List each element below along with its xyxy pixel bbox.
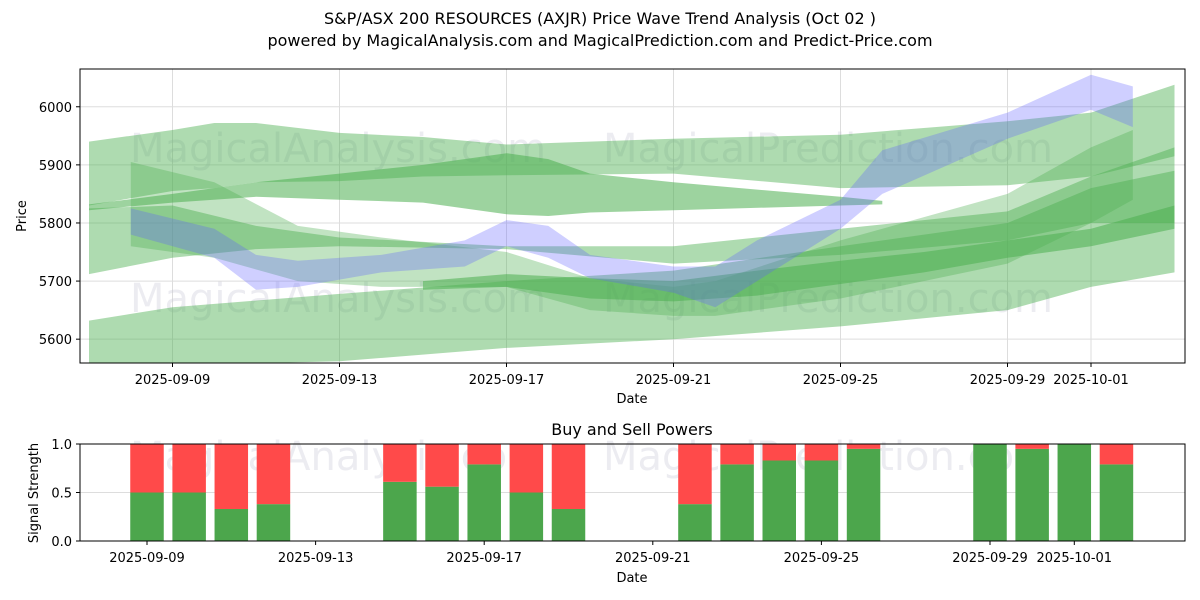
price-wave-bands [89, 74, 1175, 363]
sell-bar [509, 444, 544, 493]
y-tick-label: 1.0 [51, 438, 72, 453]
x-tick-label: 2025-09-29 [970, 373, 1046, 388]
buy-bar [846, 448, 881, 541]
y-tick-label: 5900 [39, 159, 72, 174]
x-tick-label: 2025-10-01 [1053, 373, 1129, 388]
sell-bar [804, 444, 839, 461]
sell-bar [1015, 444, 1049, 449]
buy-bar [804, 460, 839, 541]
price-y-axis-label: Price [15, 200, 30, 232]
x-tick-label: 2025-09-17 [469, 373, 545, 388]
sell-bar [214, 444, 249, 509]
wave-band-upper-wave-core [89, 153, 883, 216]
sell-bar [467, 444, 501, 465]
buy-bar [678, 504, 712, 541]
buy-bar [509, 492, 544, 541]
signal-bars [130, 444, 1134, 541]
signal-y-axis-label: Signal Strength [27, 443, 42, 543]
y-tick-label: 5600 [39, 333, 72, 348]
x-tick-label: 2025-09-21 [636, 373, 712, 388]
sell-bar [425, 444, 459, 487]
x-tick-label: 2025-09-21 [615, 551, 691, 566]
buy-bar [1099, 464, 1134, 541]
signal-y-axis: 0.0 0.5 1.0 [51, 438, 80, 550]
price-x-axis: 2025-09-09 2025-09-13 2025-09-17 2025-09-21… [135, 363, 1129, 388]
wave-band-lower-wave-core [423, 205, 1175, 302]
wave-band-price-wave-blue [130, 74, 1133, 308]
buy-bar [214, 508, 249, 541]
buy-bar [762, 460, 796, 541]
chart-subtitle: powered by MagicalAnalysis.com and Magic… [267, 31, 933, 50]
sell-bar [383, 444, 417, 482]
y-tick-label: 5700 [39, 275, 72, 290]
x-tick-label: 2025-09-09 [135, 373, 211, 388]
x-tick-label: 2025-09-13 [278, 551, 354, 566]
wave-band-mid-wave-wide [89, 147, 1175, 275]
signal-x-axis-label: Date [616, 571, 647, 586]
sell-bar [846, 444, 881, 449]
buy-bar [130, 492, 164, 541]
price-chart-grid [80, 69, 1185, 363]
buy-bar [256, 504, 291, 541]
y-tick-label: 0.0 [51, 535, 72, 550]
chart-title: S&P/ASX 200 RESOURCES (AXJR) Price Wave … [324, 9, 876, 28]
y-tick-label: 6000 [39, 101, 72, 116]
sell-bar [551, 444, 586, 509]
buy-bar [1057, 444, 1092, 541]
x-tick-label: 2025-09-13 [302, 373, 378, 388]
x-tick-label: 2025-09-29 [952, 551, 1028, 566]
sell-bar [762, 444, 796, 461]
x-tick-label: 2025-09-09 [109, 551, 185, 566]
x-tick-label: 2025-09-25 [803, 373, 879, 388]
sell-bar [172, 444, 206, 493]
signal-x-axis: 2025-09-09 2025-09-13 2025-09-17 2025-09-21… [109, 541, 1112, 566]
buy-bar [425, 486, 459, 541]
sell-bar [256, 444, 291, 505]
sell-bar [720, 444, 754, 465]
wave-band-wave-paths-green [130, 130, 1133, 316]
y-tick-label: 0.5 [51, 487, 72, 502]
sell-bar [678, 444, 712, 505]
buy-bar [172, 492, 206, 541]
buy-bar [467, 464, 501, 541]
x-tick-label: 2025-09-25 [784, 551, 860, 566]
buy-bar [973, 444, 1007, 541]
buy-bar [551, 508, 586, 541]
price-y-axis: 5600 5700 5800 5900 6000 [39, 101, 80, 348]
sell-bar [1099, 444, 1134, 465]
price-x-axis-label: Date [616, 392, 647, 407]
watermark-text: MagicalPrediction.com [603, 126, 1053, 172]
buy-bar [1015, 448, 1049, 541]
signal-chart-title: Buy and Sell Powers [551, 420, 713, 439]
wave-band-lower-wave-wide [89, 170, 1175, 363]
sell-bar [130, 444, 164, 493]
buy-bar [383, 481, 417, 541]
y-tick-label: 5800 [39, 217, 72, 232]
buy-bar [720, 464, 754, 541]
x-tick-label: 2025-10-01 [1037, 551, 1113, 566]
price-chart-frame [79, 68, 1186, 364]
x-tick-label: 2025-09-17 [446, 551, 522, 566]
